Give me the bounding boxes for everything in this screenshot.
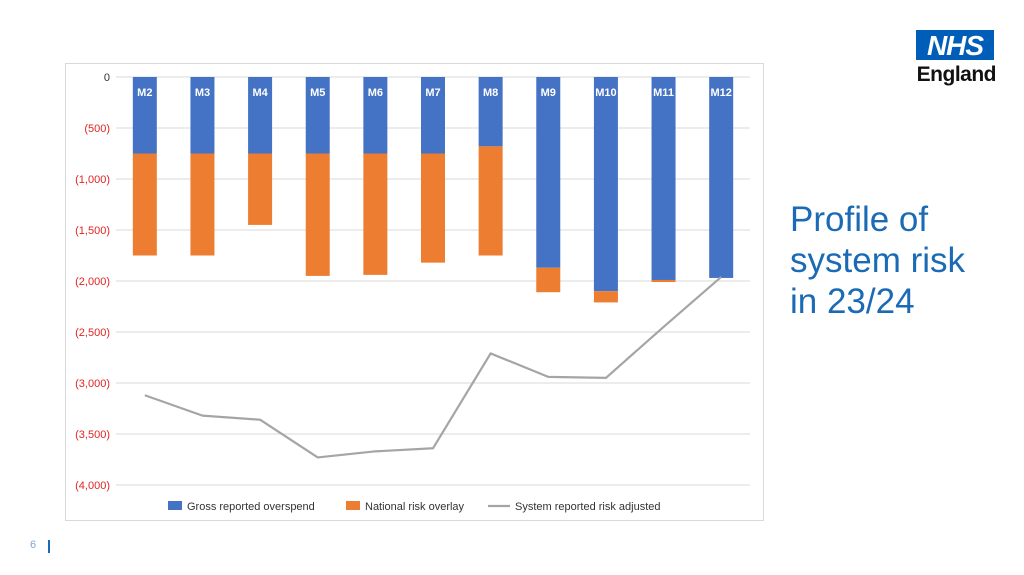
y-tick-label: (2,000) [75,276,110,288]
nhs-logo-region: England [916,63,997,86]
category-labels: M2 M3 M4 M5 M6 M7 M8 M9 M10 M11 M12 [137,87,732,99]
bar-national-risk-overlay [132,153,157,256]
bar-gross-overspend [536,77,561,268]
y-axis: 0 (500) (1,000) (1,500) (2,000) (2,500) (3,000… [75,72,110,492]
bar-gross-overspend [421,77,445,154]
bar-national-risk-overlay [305,153,330,276]
y-tick-label: (500) [84,123,110,135]
bar-national-risk-overlay [363,153,388,275]
bar-national-risk-overlay [248,153,273,225]
legend-swatch [168,501,182,510]
page-divider [48,540,50,553]
bar-gross-overspend [478,77,503,147]
category-label: M3 [195,87,210,99]
legend-swatch [346,501,360,510]
nhs-logo-mark: NHS [916,30,994,61]
chart-svg: M2 M3 M4 M5 M6 M7 M8 M9 M10 M11 M12 0 (500) (1,000) (… [75,72,750,513]
legend-label: System reported risk adjusted [515,501,661,513]
legend-label: National risk overlay [365,501,465,513]
gridlines [116,76,750,486]
bar-national-risk-overlay [478,146,503,256]
category-label: M4 [252,87,268,99]
line-series [144,276,722,459]
bar-gross-overspend [593,77,618,292]
category-label: M9 [541,87,556,99]
chart-area: M2 M3 M4 M5 M6 M7 M8 M9 M10 M11 M12 0 (500) (1,000) (… [65,63,764,521]
y-tick-label: (4,000) [75,480,110,492]
category-label: M5 [310,87,325,99]
bar-national-risk-overlay [536,267,561,293]
bar-national-risk-overlay [421,153,445,263]
category-label: M11 [653,87,674,99]
nhs-england-logo: NHS England [912,30,997,90]
category-label: M2 [137,87,152,99]
y-tick-label: (1,500) [75,225,110,237]
line-system-reported-risk [144,276,722,459]
bar-national-risk-overlay [651,279,676,283]
bar-gross-overspend [190,77,215,154]
bar-gross-overspend [651,77,676,280]
legend: Gross reported overspend National risk ov… [168,501,661,513]
bar-series [132,77,734,303]
category-label: M12 [710,87,731,99]
category-label: M10 [595,87,616,99]
bar-gross-overspend [132,77,157,154]
y-tick-label: 0 [104,72,110,84]
legend-label: Gross reported overspend [187,501,315,513]
y-tick-label: (2,500) [75,327,110,339]
page-number: 6 [30,539,37,551]
bar-gross-overspend [305,77,330,154]
bar-gross-overspend [709,77,734,278]
bar-national-risk-overlay [593,291,618,303]
category-label: M7 [425,87,440,99]
bar-gross-overspend [248,77,273,154]
category-label: M8 [483,87,498,99]
bar-national-risk-overlay [190,153,215,256]
category-label: M6 [368,87,383,99]
bar-gross-overspend [363,77,388,154]
slide-title: Profile of system risk in 23/24 [790,200,965,321]
y-tick-label: (1,000) [75,174,110,186]
y-tick-label: (3,000) [75,378,110,390]
y-tick-label: (3,500) [75,429,110,441]
